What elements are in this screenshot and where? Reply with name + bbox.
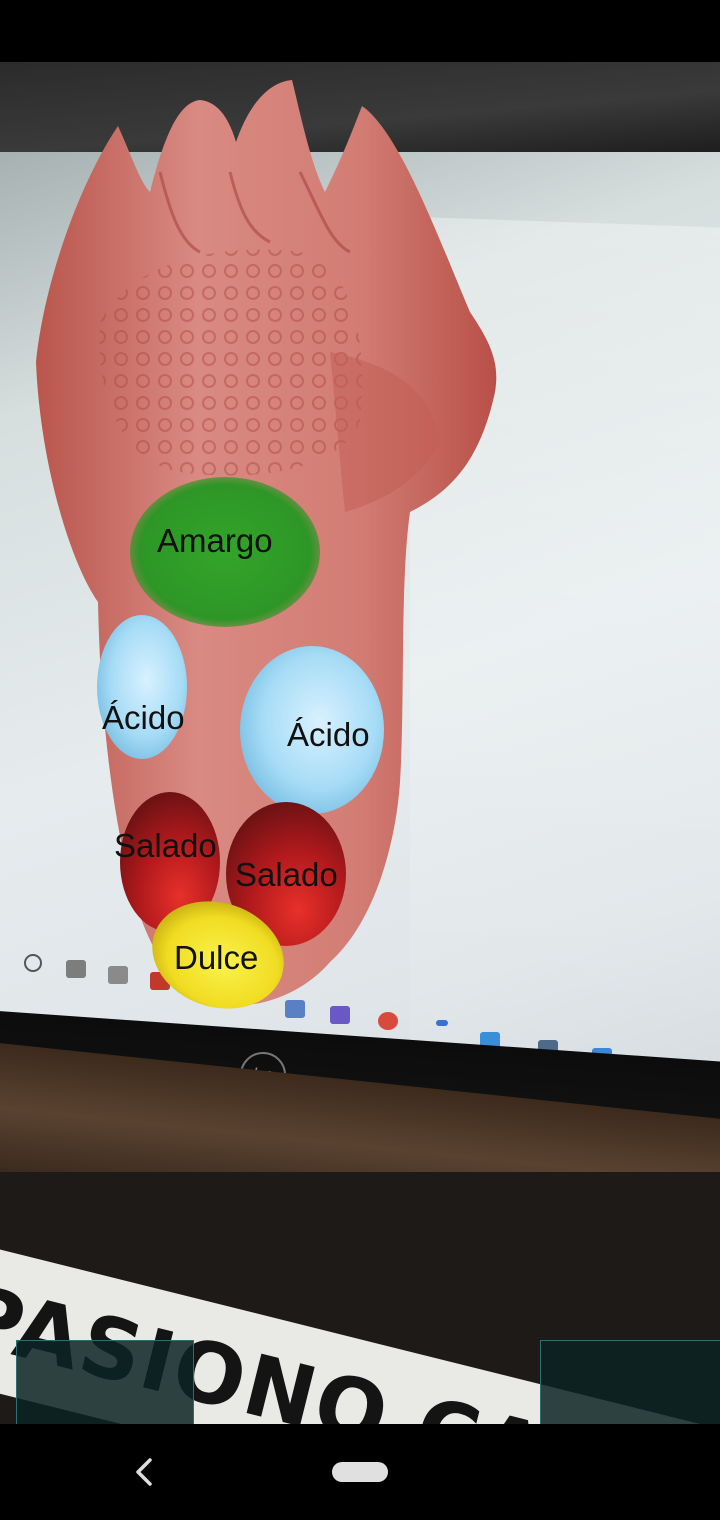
tongue-papillae bbox=[99, 249, 363, 476]
sour-label-left: Ácido bbox=[102, 699, 185, 736]
taskbar-icon bbox=[330, 1006, 350, 1024]
taskbar-icon bbox=[24, 954, 42, 972]
salty-zone-left[interactable] bbox=[120, 792, 220, 932]
sweet-label: Dulce bbox=[174, 939, 259, 976]
salty-label-right: Salado bbox=[235, 856, 338, 893]
sour-label-right: Ácido bbox=[287, 716, 370, 753]
home-pill-icon[interactable] bbox=[332, 1462, 388, 1482]
taskbar-icon bbox=[108, 966, 128, 984]
tongue-3d-model[interactable] bbox=[0, 62, 720, 1424]
tongue-tip-ridges bbox=[158, 171, 351, 254]
salty-zone-right[interactable] bbox=[226, 802, 346, 946]
chevron-left-icon[interactable] bbox=[126, 1452, 162, 1492]
salty-label-left: Salado bbox=[114, 827, 217, 864]
bitter-zone[interactable] bbox=[130, 477, 320, 627]
sweet-zone[interactable] bbox=[138, 885, 298, 1025]
bitter-label: Amargo bbox=[157, 522, 273, 559]
taskbar-icon bbox=[285, 1000, 305, 1018]
sour-zone-right[interactable] bbox=[240, 646, 384, 814]
taskbar-icon bbox=[66, 960, 86, 978]
status-bar bbox=[0, 0, 720, 62]
sour-zone-left[interactable] bbox=[97, 615, 187, 759]
ar-left-button[interactable] bbox=[16, 1340, 194, 1424]
system-navigation-bar bbox=[0, 1424, 720, 1520]
taskbar-icon bbox=[378, 1012, 398, 1030]
tongue-shading bbox=[330, 352, 440, 512]
ar-right-button[interactable] bbox=[540, 1340, 720, 1424]
ar-camera-view[interactable]: hp PASIONO CAMBIA DE PROF bbox=[0, 62, 720, 1424]
taskbar-icon bbox=[436, 1020, 448, 1026]
